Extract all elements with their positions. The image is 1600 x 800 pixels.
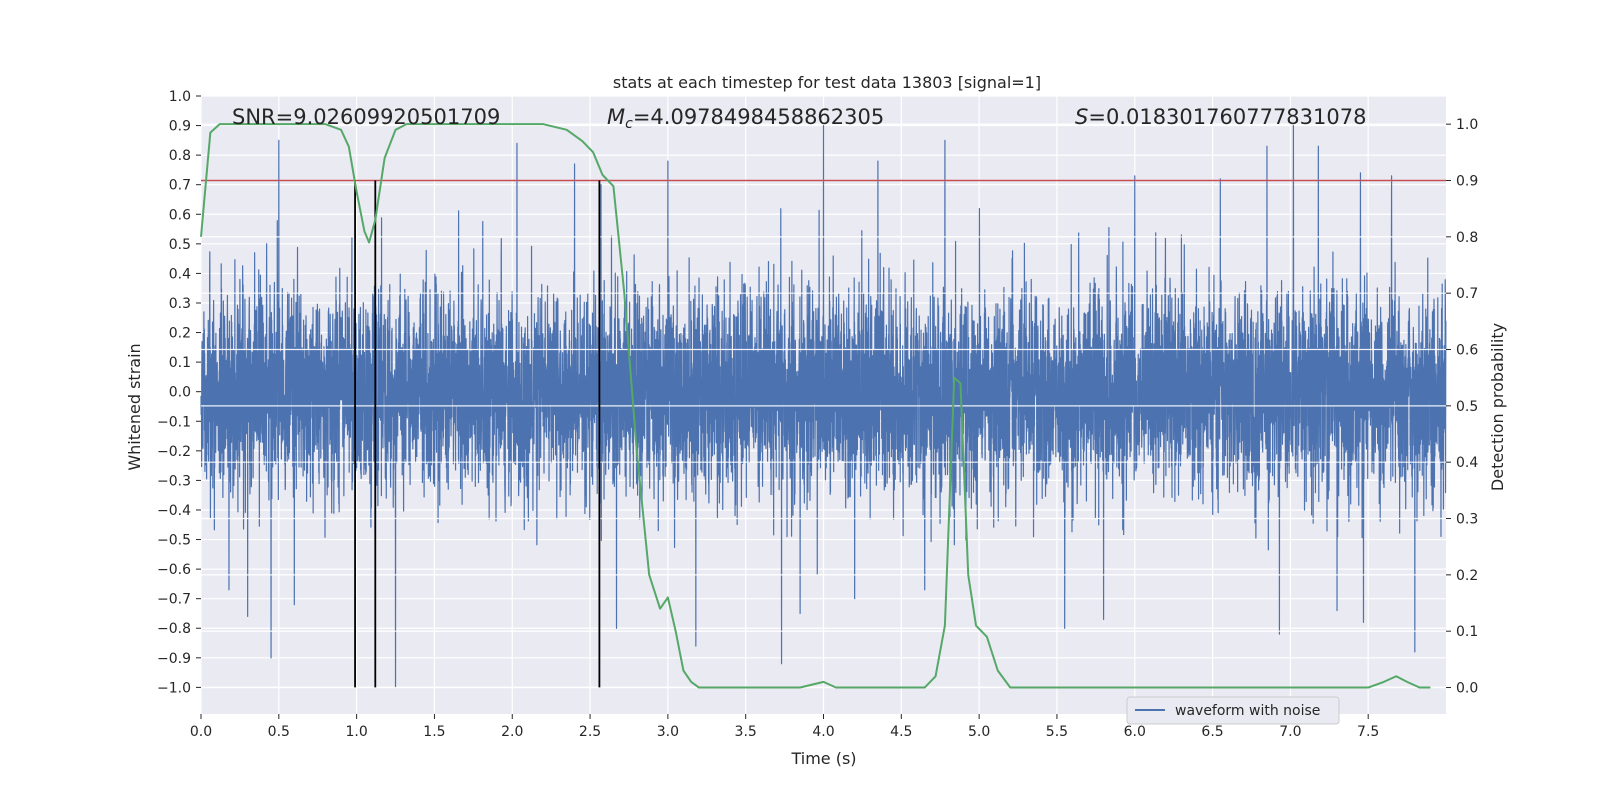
- x-tick-label: 6.5: [1201, 724, 1223, 740]
- y-tick-label: 0.8: [169, 148, 191, 164]
- x-axis-label: Time (s): [790, 749, 856, 768]
- waveform-line: [200, 124, 1447, 688]
- chirp-mass-annotation: Mc=4.0978498458862305: [607, 105, 884, 132]
- y-tick-label: −0.2: [157, 444, 191, 460]
- y-tick-label: −0.3: [157, 473, 191, 489]
- legend: waveform with noise: [1126, 696, 1340, 725]
- x-tick-label: 1.0: [345, 724, 367, 740]
- y2-tick-label: 0.2: [1456, 568, 1478, 584]
- mc-symbol: M: [607, 105, 625, 129]
- x-tick-label: 2.0: [501, 724, 523, 740]
- y-tick-label: 0.7: [169, 178, 191, 194]
- y-tick-label: −0.7: [157, 592, 191, 608]
- y2-tick-label: 0.1: [1456, 624, 1478, 640]
- y-tick-label: 0.4: [169, 266, 191, 282]
- x-tick-label: 3.5: [735, 724, 757, 740]
- x-tick-label: 1.5: [423, 724, 445, 740]
- y-axis-label: Whitened strain: [125, 343, 144, 470]
- y2-tick-label: 0.5: [1456, 399, 1478, 415]
- y2-tick-label: 0.3: [1456, 512, 1478, 528]
- mc-value: =4.0978498458862305: [633, 105, 884, 129]
- y2-tick-label: 0.7: [1456, 286, 1478, 302]
- y-tick-label: 0.2: [169, 326, 191, 342]
- x-tick-label: 5.0: [968, 724, 990, 740]
- x-tick-label: 6.0: [1124, 724, 1146, 740]
- s-annotation: S=0.018301760777831078: [1075, 105, 1366, 129]
- axis-ticks: 0.0 0.5 1.0 1.5 2.0 2.5 3.0 3.5 4.0 4.5 5.0 5.5 6.0 6…: [157, 89, 1478, 740]
- probability-line: [200, 123, 1431, 689]
- x-tick-label: 3.0: [657, 724, 679, 740]
- y2-tick-label: 0.9: [1456, 174, 1478, 190]
- y-tick-label: 0.0: [169, 385, 191, 401]
- x-tick-label: 7.0: [1279, 724, 1301, 740]
- y-tick-label: −0.4: [157, 503, 191, 519]
- s-symbol: S: [1075, 105, 1088, 129]
- y2-tick-label: 0.0: [1456, 681, 1478, 697]
- snr-annotation: SNR=9.02609920501709: [232, 105, 500, 129]
- x-tick-label: 7.5: [1357, 724, 1379, 740]
- y-tick-label: −0.6: [157, 562, 191, 578]
- y-tick-label: −0.1: [157, 414, 191, 430]
- y-tick-label: −1.0: [157, 680, 191, 696]
- y-tick-label: −0.5: [157, 533, 191, 549]
- y-tick-label: −0.8: [157, 621, 191, 637]
- y-tick-label: 1.0: [169, 89, 191, 105]
- y-tick-label: 0.1: [169, 355, 191, 371]
- y2-tick-label: 1.0: [1456, 117, 1478, 133]
- chart-title: stats at each timestep for test data 138…: [613, 73, 1041, 92]
- y2-axis-label: Detection probability: [1488, 323, 1507, 491]
- waveform-series: [200, 124, 1447, 688]
- x-tick-label: 4.0: [812, 724, 834, 740]
- y-tick-label: −0.9: [157, 651, 191, 667]
- y-tick-label: 0.9: [169, 119, 191, 135]
- legend-label: waveform with noise: [1175, 703, 1320, 719]
- mc-subscript: c: [625, 116, 633, 132]
- legend-box: [1126, 696, 1340, 725]
- y-tick-label: 0.3: [169, 296, 191, 312]
- x-tick-label: 0.0: [190, 724, 212, 740]
- x-tick-label: 4.5: [890, 724, 912, 740]
- s-value: =0.018301760777831078: [1088, 105, 1366, 129]
- overlay-series: [200, 123, 1446, 689]
- x-tick-label: 0.5: [268, 724, 290, 740]
- x-tick-label: 5.5: [1046, 724, 1068, 740]
- x-tick-label: 2.5: [579, 724, 601, 740]
- y2-tick-label: 0.4: [1456, 455, 1478, 471]
- y2-tick-label: 0.8: [1456, 230, 1478, 246]
- y2-tick-label: 0.6: [1456, 343, 1478, 359]
- y-tick-label: 0.5: [169, 237, 191, 253]
- y-tick-label: 0.6: [169, 207, 191, 223]
